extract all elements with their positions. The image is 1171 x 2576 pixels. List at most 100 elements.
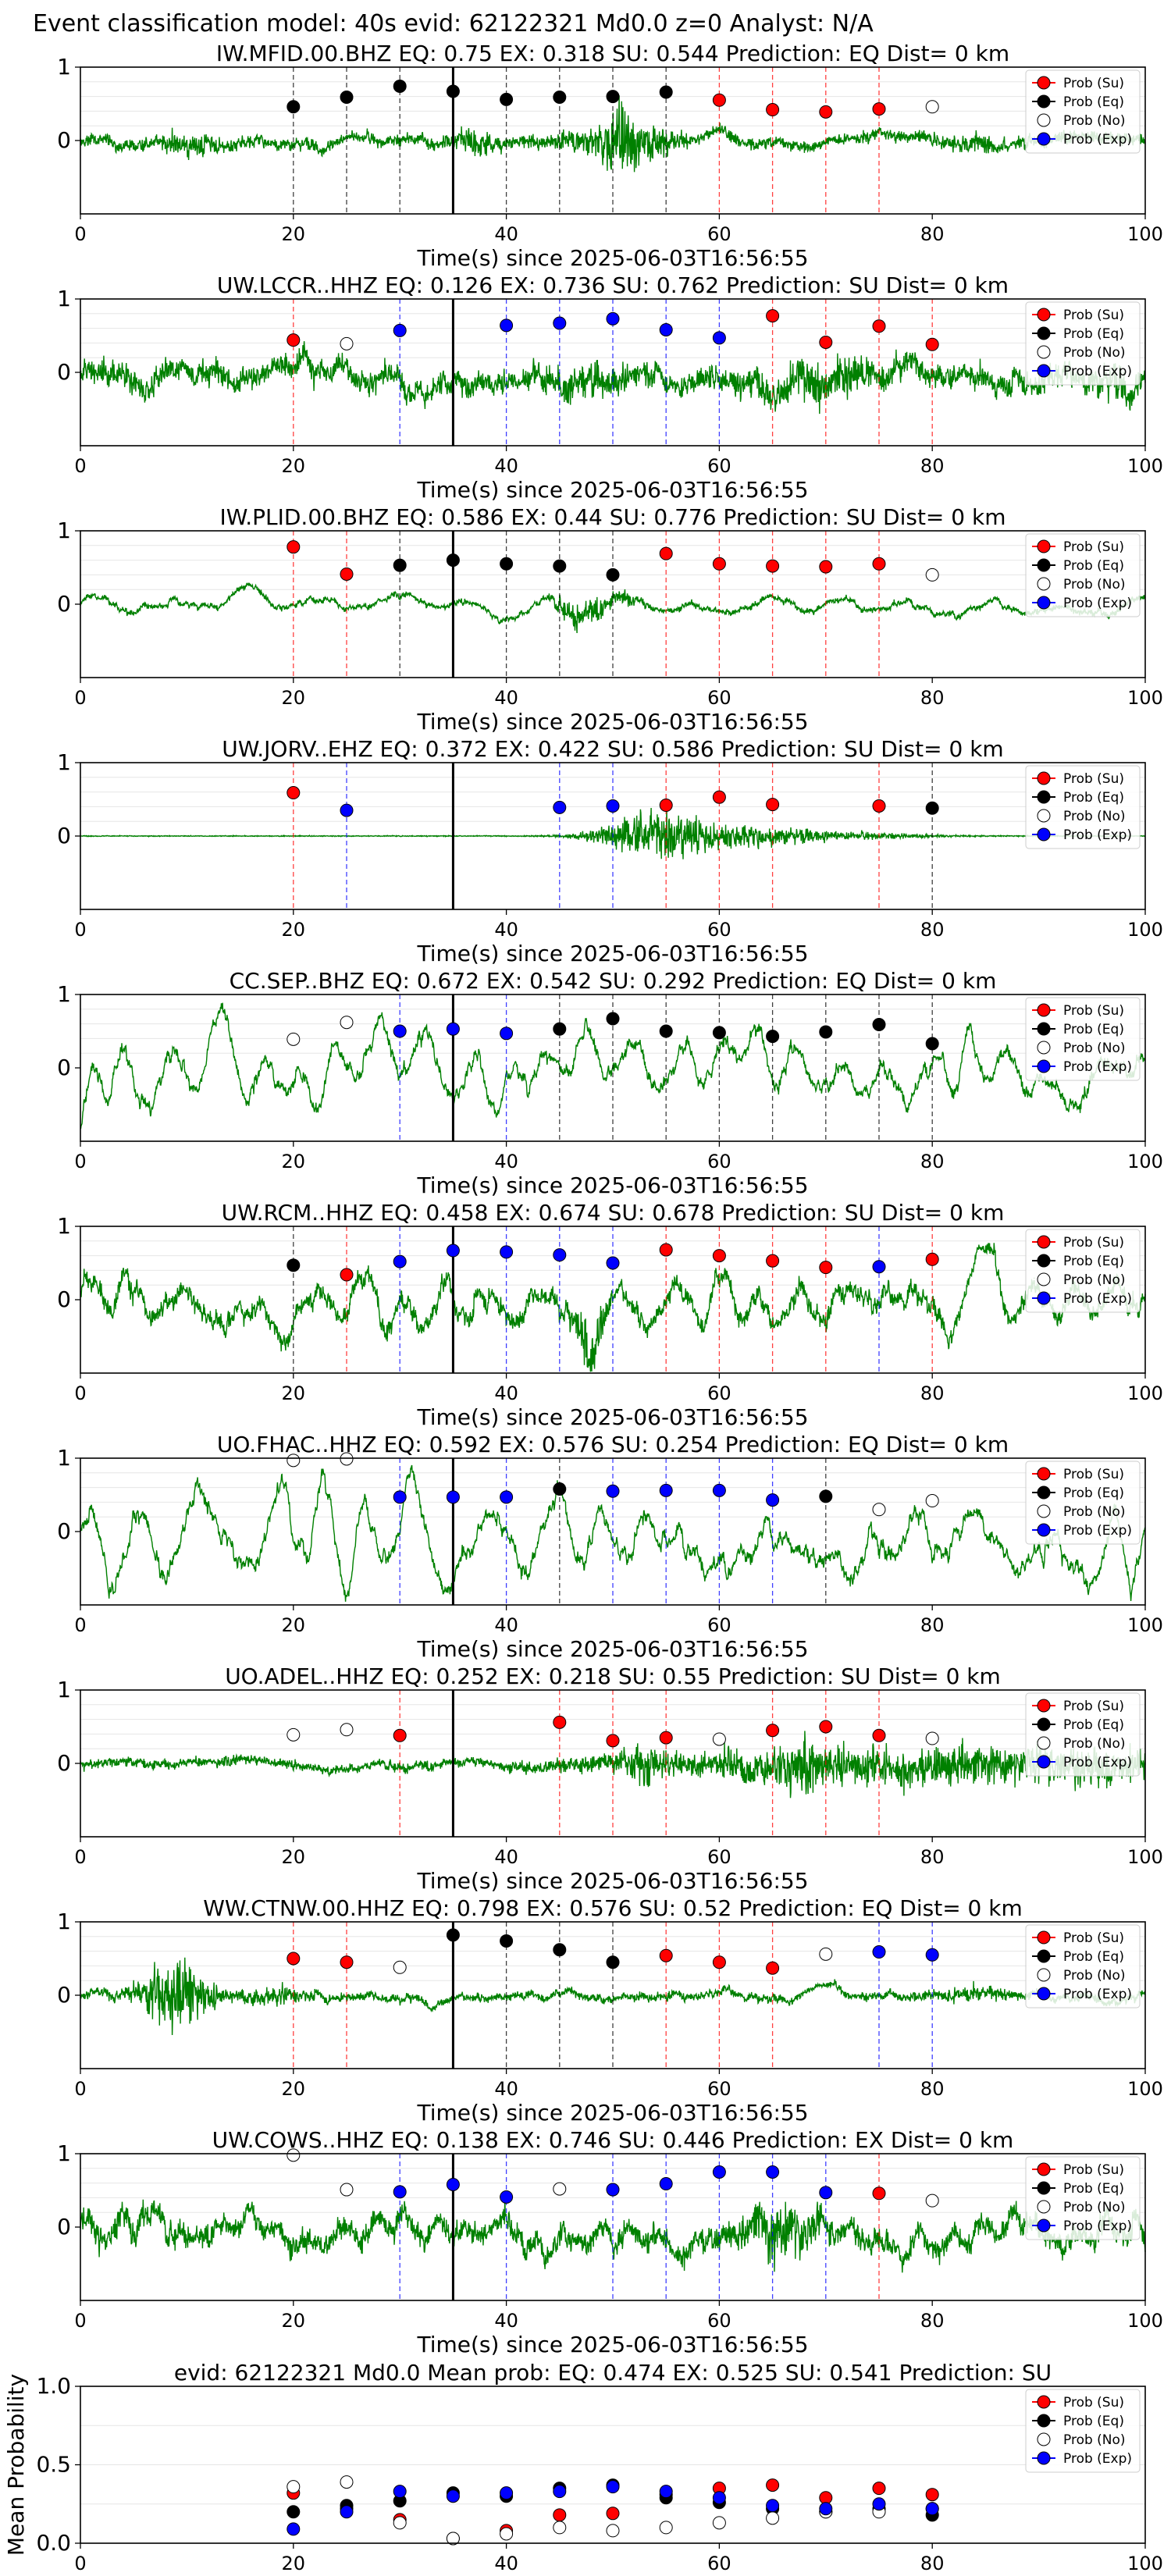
chart-panel-1: UW.LCCR..HHZ EQ: 0.126 EX: 0.736 SU: 0.7… [57, 272, 1163, 503]
prob-marker-eq [606, 1955, 620, 1969]
legend-label-eq: Prob (Eq) [1063, 326, 1124, 342]
x-tick-label: 80 [920, 1382, 945, 1404]
chart-title: evid: 62122321 Md0.0 Mean prob: EQ: 0.47… [174, 2360, 1052, 2386]
mean-prob-marker-no [500, 2527, 514, 2541]
x-tick-label: 40 [494, 1382, 518, 1404]
legend-label-eq: Prob (Eq) [1063, 2414, 1124, 2429]
legend-marker-su [1037, 539, 1051, 553]
prob-marker-eq [393, 558, 407, 572]
legend-marker-eq [1037, 1949, 1051, 1963]
legend-marker-su [1037, 76, 1051, 90]
prob-marker-eq [553, 1022, 567, 1036]
prob-marker-exp [766, 2165, 780, 2179]
prob-marker-su [819, 335, 833, 349]
x-tick-label: 60 [707, 1846, 731, 1868]
x-tick-label: 40 [494, 2553, 518, 2574]
legend-label-no: Prob (No) [1063, 1504, 1126, 1520]
prob-marker-no [872, 1503, 886, 1517]
prob-marker-su [287, 333, 301, 347]
x-tick-label: 60 [707, 223, 731, 245]
legend-marker-exp [1037, 1523, 1051, 1537]
prob-marker-su [340, 1268, 354, 1282]
legend-label-exp: Prob (Exp) [1063, 364, 1132, 379]
prob-marker-su [712, 1955, 726, 1969]
legend-label-no: Prob (No) [1063, 345, 1126, 361]
mean-prob-marker-no [287, 2480, 301, 2494]
chart-panel-9: UW.COWS..HHZ EQ: 0.138 EX: 0.746 SU: 0.4… [57, 2127, 1163, 2357]
prob-marker-eq [393, 79, 407, 93]
prob-marker-su [766, 1724, 780, 1738]
legend-label-no: Prob (No) [1063, 809, 1126, 824]
chart-title: UW.RCM..HHZ EQ: 0.458 EX: 0.674 SU: 0.67… [222, 1200, 1005, 1226]
legend-label-eq: Prob (Eq) [1063, 558, 1124, 574]
legend-label-eq: Prob (Eq) [1063, 1485, 1124, 1501]
chart-title: UW.LCCR..HHZ EQ: 0.126 EX: 0.736 SU: 0.7… [217, 272, 1009, 298]
mean-prob-marker-no [659, 2521, 673, 2535]
chart-panel-0: IW.MFID.00.BHZ EQ: 0.75 EX: 0.318 SU: 0.… [57, 41, 1163, 271]
legend-marker-eq [1037, 1485, 1051, 1500]
legend-box [1025, 1692, 1141, 1777]
x-tick-label: 0 [74, 2078, 86, 2100]
legend-label-su: Prob (Su) [1063, 539, 1124, 555]
y-tick-label: 1 [57, 981, 71, 1007]
x-tick-label: 100 [1127, 1846, 1163, 1868]
y-tick-label: 0 [57, 591, 71, 617]
x-axis-label: Time(s) since 2025-06-03T16:56:55 [416, 1404, 808, 1430]
chart-panel-3: UW.JORV..EHZ EQ: 0.372 EX: 0.422 SU: 0.5… [57, 736, 1163, 966]
y-tick-label: 1 [57, 1445, 71, 1471]
y-tick-label: 1 [57, 1213, 71, 1239]
prob-marker-exp [606, 2183, 620, 2197]
legend-marker-eq [1037, 326, 1051, 340]
y-tick-label: 0 [57, 1055, 71, 1080]
prob-marker-eq [819, 1489, 833, 1503]
legend-label-su: Prob (Su) [1063, 771, 1124, 787]
waveform-trace [80, 95, 1146, 173]
legend-label-exp: Prob (Exp) [1063, 1755, 1132, 1770]
prob-marker-eq [872, 1018, 886, 1032]
y-tick-label: 0 [57, 1982, 71, 2008]
legend-marker-exp [1037, 1059, 1051, 1073]
x-tick-label: 0 [74, 1382, 86, 1404]
prob-marker-exp [500, 2190, 514, 2204]
legend: Prob (Su) Prob (Eq) Prob (No) Prob (Exp) [1025, 1229, 1141, 1313]
prob-marker-su [872, 799, 886, 813]
legend-label-exp: Prob (Exp) [1063, 2451, 1132, 2467]
legend: Prob (Su) Prob (Eq) Prob (No) Prob (Exp) [1025, 2156, 1141, 2240]
prob-marker-eq [446, 84, 460, 98]
legend-marker-exp [1037, 364, 1051, 378]
x-tick-label: 40 [494, 223, 518, 245]
chart-panel-4: CC.SEP..BHZ EQ: 0.672 EX: 0.542 SU: 0.29… [57, 968, 1163, 1198]
legend-label-exp: Prob (Exp) [1063, 1523, 1132, 1539]
chart-panel-7: UO.ADEL..HHZ EQ: 0.252 EX: 0.218 SU: 0.5… [57, 1663, 1163, 1894]
prob-marker-eq [500, 557, 514, 571]
prob-marker-exp [393, 2185, 407, 2199]
x-tick-label: 20 [282, 1614, 306, 1636]
legend: Prob (Su) Prob (Eq) Prob (No) Prob (Exp) [1025, 1461, 1141, 1545]
mean-prob-marker-no [393, 2516, 407, 2530]
prob-marker-exp [393, 1024, 407, 1038]
legend-label-eq: Prob (Eq) [1063, 1717, 1124, 1733]
x-tick-label: 60 [707, 687, 731, 709]
x-axis-label: Time(s) since 2025-06-03T16:56:55 [416, 941, 808, 966]
prob-marker-exp [659, 322, 673, 336]
legend-label-no: Prob (No) [1063, 577, 1126, 592]
legend-marker-su [1037, 1467, 1051, 1481]
y-tick-label: 0.0 [36, 2530, 71, 2556]
prob-marker-su [287, 540, 301, 554]
x-tick-label: 80 [920, 1614, 945, 1636]
prob-marker-exp [393, 1490, 407, 1504]
prob-marker-su [819, 105, 833, 119]
x-tick-label: 20 [282, 1382, 306, 1404]
legend-marker-exp [1037, 132, 1051, 146]
prob-marker-exp [606, 311, 620, 326]
mean-prob-marker-exp [553, 2485, 567, 2499]
legend-label-su: Prob (Su) [1063, 1467, 1124, 1482]
prob-marker-no [925, 1494, 939, 1508]
prob-marker-eq [446, 1928, 460, 1942]
x-tick-label: 0 [74, 2553, 86, 2574]
y-tick-label: 0 [57, 1750, 71, 1776]
chart-panel-5: UW.RCM..HHZ EQ: 0.458 EX: 0.674 SU: 0.67… [57, 1200, 1163, 1430]
legend: Prob (Su) Prob (Eq) Prob (No) Prob (Exp) [1025, 765, 1141, 849]
mean-prob-marker-exp [819, 2502, 833, 2516]
prob-marker-no [712, 1732, 726, 1746]
